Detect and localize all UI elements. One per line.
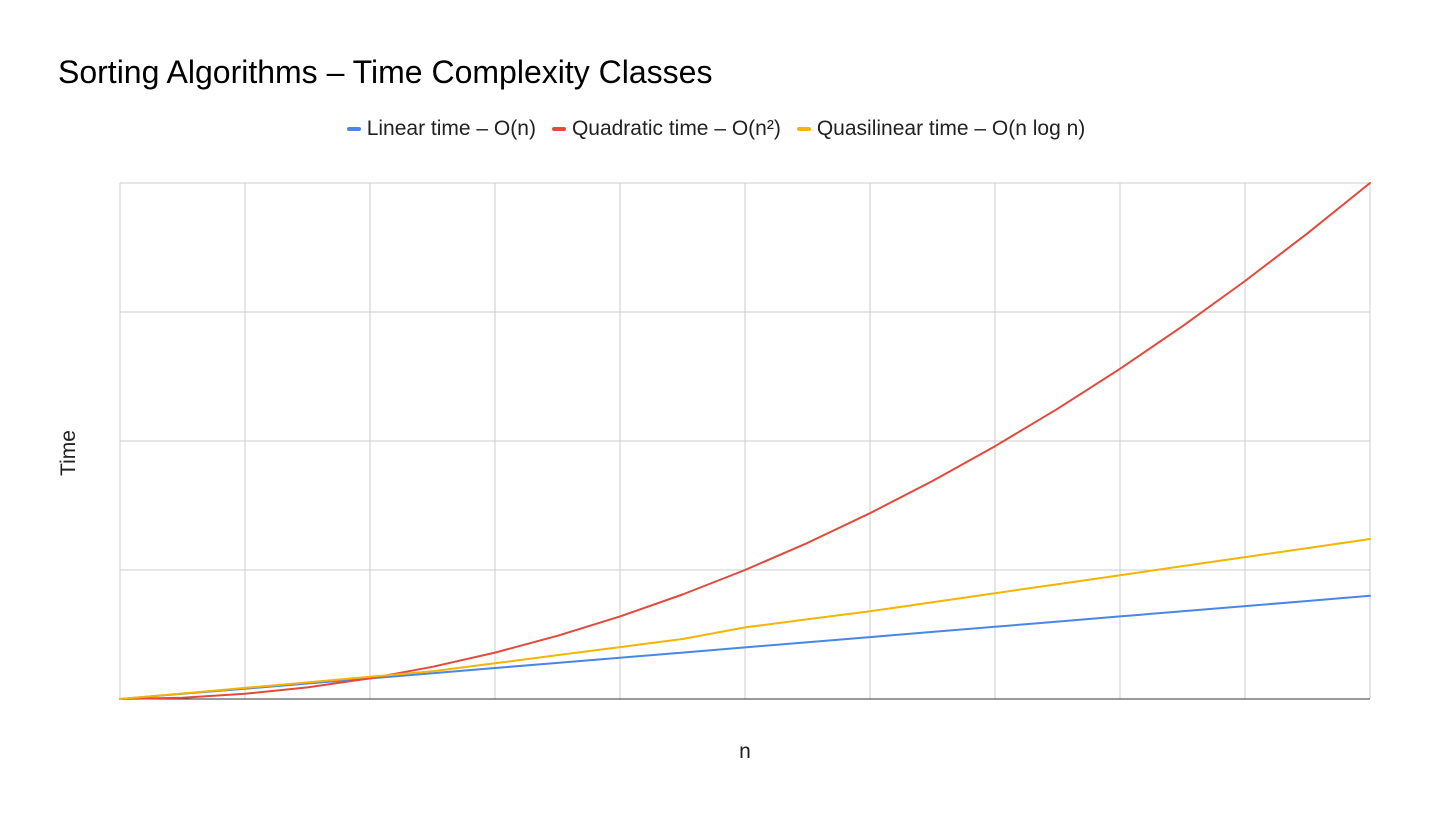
legend-label-quadratic: Quadratic time – O(n²) <box>571 117 781 140</box>
series-line-quadratic <box>119 182 1371 700</box>
legend-item-quadratic[interactable]: Quadratic time – O(n²) <box>551 117 781 141</box>
legend-swatch-quasilinear <box>796 127 811 131</box>
legend-item-linear[interactable]: Linear time – O(n) <box>346 117 536 141</box>
chart-legend: Linear time – O(n) Quadratic time – O(n²… <box>0 117 1432 141</box>
chart-title: Sorting Algorithms – Time Complexity Cla… <box>58 54 713 90</box>
series-line-linear <box>119 594 1371 700</box>
legend-swatch-linear <box>346 127 361 131</box>
legend-item-quasilinear[interactable]: Quasilinear time – O(n log n) <box>796 117 1086 141</box>
legend-label-quasilinear: Quasilinear time – O(n log n) <box>816 117 1086 140</box>
legend-swatch-quadratic <box>551 127 566 131</box>
legend-label-linear: Linear time – O(n) <box>366 117 536 140</box>
x-axis-label: n <box>739 740 751 763</box>
series-line-quasilinear <box>119 538 1371 700</box>
